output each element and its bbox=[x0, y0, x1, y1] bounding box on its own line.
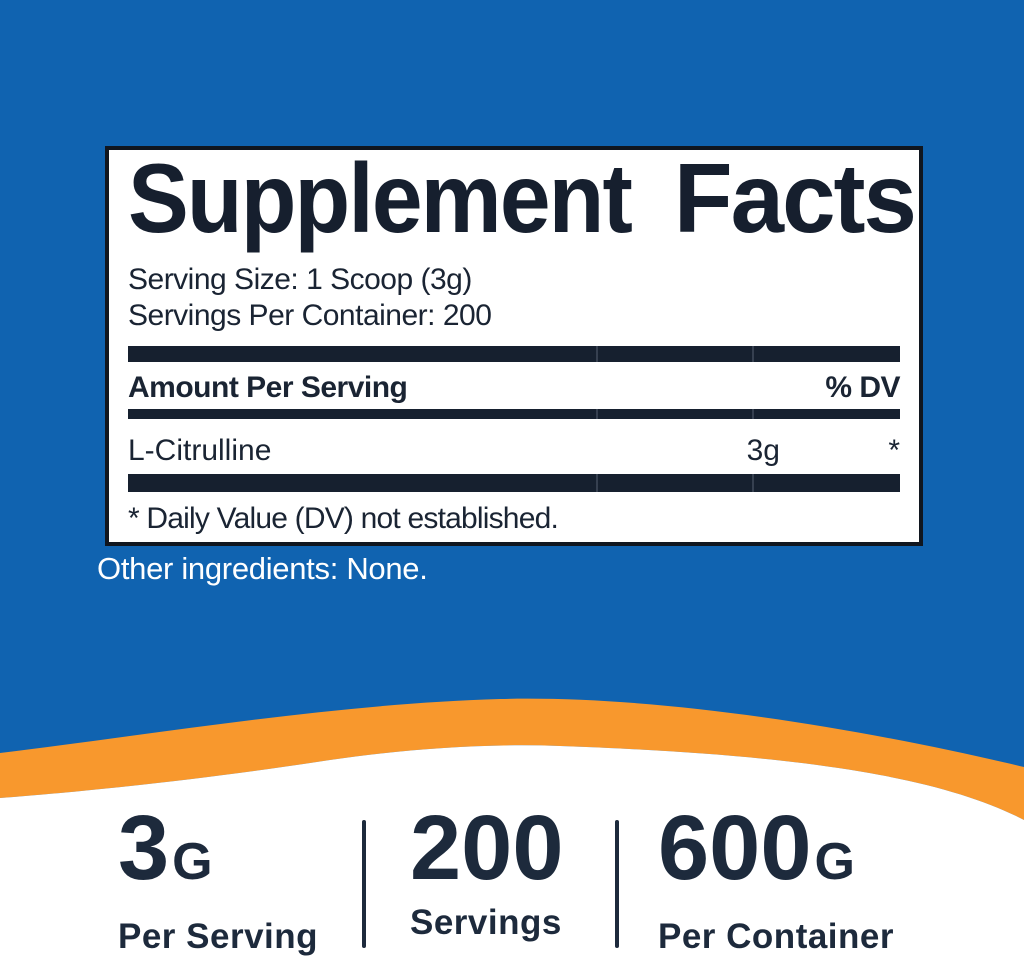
amount-per-serving-header: Amount Per Serving bbox=[128, 371, 408, 404]
panel-title: Supplement Facts bbox=[128, 143, 917, 253]
table-row: L-Citrulline 3g * bbox=[128, 433, 900, 469]
stat-per-container-value: 600 G bbox=[658, 797, 894, 902]
other-ingredients-text: Other ingredients: None. bbox=[97, 551, 428, 586]
stat-number: 3 bbox=[118, 797, 170, 899]
swoosh-white-area bbox=[0, 745, 1024, 830]
thick-divider-bar-bottom bbox=[128, 474, 900, 492]
table-header-row: Amount Per Serving % DV bbox=[128, 370, 901, 406]
ingredient-amount: 3g bbox=[746, 434, 780, 467]
stat-per-container-label: Per Container bbox=[658, 917, 894, 956]
stat-number: 200 bbox=[410, 797, 564, 899]
stat-divider bbox=[362, 820, 366, 948]
stat-unit: G bbox=[814, 833, 856, 891]
panel-title-word-2: Facts bbox=[673, 143, 917, 253]
ingredient-dv: * bbox=[888, 434, 900, 467]
stat-number: 600 bbox=[658, 797, 812, 899]
swoosh-orange-band bbox=[0, 698, 1024, 820]
daily-value-footnote: * Daily Value (DV) not established. bbox=[128, 502, 559, 535]
stat-servings-value: 200 bbox=[410, 797, 567, 899]
orange-swoosh-graphic bbox=[0, 680, 1024, 830]
panel-title-word-1: Supplement bbox=[128, 143, 633, 253]
serving-size-text: Serving Size: 1 Scoop (3g) bbox=[128, 263, 472, 296]
stat-per-serving-label: Per Serving bbox=[118, 917, 319, 956]
stat-servings-label: Servings bbox=[410, 903, 562, 942]
stat-divider bbox=[615, 820, 619, 948]
thick-divider-bar-top bbox=[128, 346, 900, 362]
stat-servings: 200 Servings bbox=[410, 797, 567, 942]
supplement-facts-panel: Supplement Facts Serving Size: 1 Scoop (… bbox=[105, 146, 923, 546]
stat-per-container: 600 G Per Container bbox=[658, 797, 894, 956]
ingredient-name: L-Citrulline bbox=[128, 434, 272, 467]
stat-unit: G bbox=[172, 833, 214, 891]
serving-info: Serving Size: 1 Scoop (3g) Servings Per … bbox=[128, 262, 900, 334]
medium-divider-bar bbox=[128, 409, 900, 419]
servings-per-container-text: Servings Per Container: 200 bbox=[128, 299, 492, 332]
percent-dv-header: % DV bbox=[825, 371, 900, 404]
